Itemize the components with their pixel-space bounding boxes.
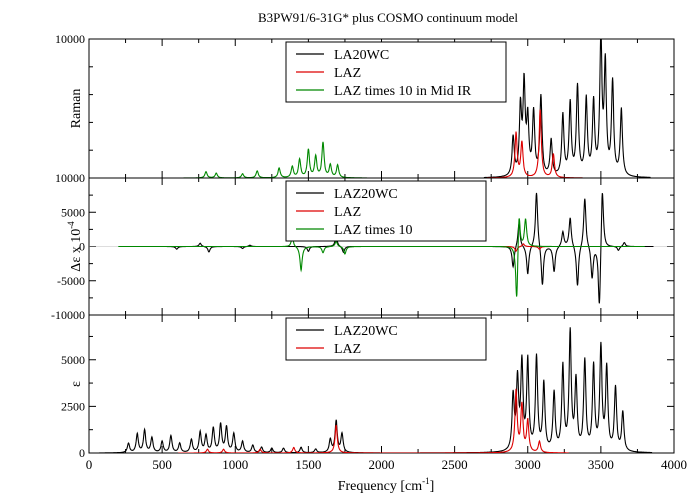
series-line-1 [483, 39, 651, 178]
series-line-3 [118, 218, 645, 297]
x-tick-label: 0 [86, 457, 93, 472]
panel-3: 0 2500 5000 0 500 1000 1500 2000 2500 3000 3500 400… [61, 314, 687, 472]
series-group [118, 192, 654, 304]
y-axis-label: Δε x 10-4 [66, 221, 84, 272]
y-tick-label: 10000 [55, 32, 85, 46]
x-tick-label: 3000 [515, 457, 541, 472]
x-tick-label: 2000 [369, 457, 395, 472]
y-tick-label: 5000 [61, 205, 85, 219]
series-group [99, 327, 653, 453]
y-tick-label: 0 [79, 240, 85, 254]
x-tick-label: 2500 [442, 457, 468, 472]
x-tick-label: 1500 [295, 457, 321, 472]
series-line-3 [176, 141, 367, 178]
legend-entry: LAZ [334, 205, 361, 220]
legend-box [285, 317, 487, 361]
y-axis-label: ε [69, 381, 84, 387]
x-tick-label: 4000 [661, 457, 687, 472]
x-tick-label: 500 [152, 457, 172, 472]
legend: LA20WC LAZ LAZ times 10 in Mid IR [285, 41, 507, 103]
legend-entry: LAZ20WC [334, 187, 398, 202]
y-tick-label: 0 [79, 446, 85, 460]
legend-entry: LAZ [334, 342, 361, 357]
x-tick-label: 3500 [588, 457, 614, 472]
legend-entry: LAZ times 10 [334, 223, 413, 238]
series-line-2 [178, 388, 569, 453]
legend: LAZ20WC LAZ [285, 317, 487, 361]
y-tick-label: -5000 [57, 274, 85, 288]
y-tick-label: 2500 [61, 399, 85, 413]
legend-entry: LA20WC [334, 48, 389, 63]
y-axis-label: Raman [69, 89, 84, 129]
panel-1: 10000 Raman LA20WC LAZ LAZ times 10 in Mid I… [55, 32, 675, 179]
x-axis-label: Frequency [cm-1] [338, 476, 435, 494]
legend: LAZ20WC LAZ LAZ times 10 [285, 180, 487, 242]
y-tick-label: 10000 [55, 171, 85, 185]
x-tick-label: 1000 [222, 457, 248, 472]
y-tick-label: 5000 [61, 353, 85, 367]
legend-entry: LAZ times 10 in Mid IR [334, 84, 472, 99]
chart-title: B3PW91/6-31G* plus COSMO continuum model [258, 10, 518, 25]
legend-entry: LAZ20WC [334, 324, 398, 339]
legend-entry: LAZ [334, 66, 361, 81]
y-tick-label: -10000 [51, 308, 85, 322]
